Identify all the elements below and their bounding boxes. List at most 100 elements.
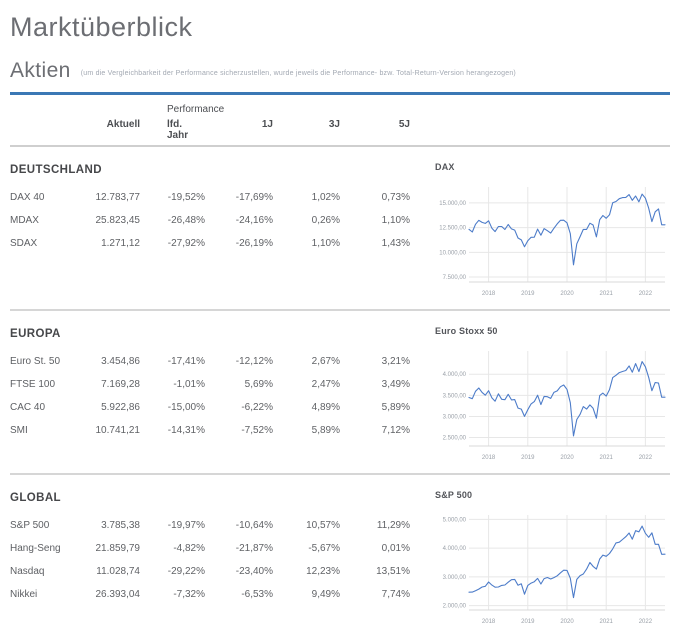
table-row: FTSE 100 7.169,28 -1,01% 5,69% 2,47% 3,49% <box>10 373 410 396</box>
table-cell: -17,41% <box>167 356 205 367</box>
column-header-row: Aktuell lfd. Jahr 1J 3J 5J <box>10 119 670 141</box>
table-cell: 12.783,77 <box>95 192 141 203</box>
table-cell: 12,23% <box>306 566 340 577</box>
table-cell: 0,73% <box>381 192 410 203</box>
table-cell: -12,12% <box>235 356 273 367</box>
table-cell: 11,29% <box>376 520 410 531</box>
row-label: SMI <box>10 425 28 436</box>
svg-text:3.500,00: 3.500,00 <box>443 393 467 399</box>
chart-title: S&P 500 <box>435 490 473 500</box>
table-header: Performance Aktuell lfd. Jahr 1J 3J 5J <box>10 95 670 147</box>
column-header-aktuell: Aktuell <box>106 119 140 130</box>
svg-text:7.500,00: 7.500,00 <box>443 275 467 281</box>
svg-text:2022: 2022 <box>639 619 653 625</box>
svg-text:5.000,00: 5.000,00 <box>443 517 467 523</box>
row-label: FTSE 100 <box>10 379 56 390</box>
svg-text:2021: 2021 <box>600 455 614 461</box>
table-cell: -17,69% <box>235 192 273 203</box>
table-cell: -14,31% <box>167 425 205 436</box>
svg-text:10.000,00: 10.000,00 <box>439 250 466 256</box>
table-cell: -5,67% <box>308 543 340 554</box>
table-section-heading: GLOBAL <box>10 492 61 504</box>
dax-chart-canvas: 7.500,00 10.000,00 12.500,00 15.000,00 2018 2… <box>439 187 666 297</box>
table-cell: -27,92% <box>167 238 205 249</box>
table-cell: 1,10% <box>381 215 410 226</box>
section-title: Aktien <box>10 59 71 82</box>
table-cell: 26.393,04 <box>95 589 141 600</box>
svg-text:4.000,00: 4.000,00 <box>443 546 467 552</box>
table-row: Nasdaq 11.028,74 -29,22% -23,40% 12,23% 13,51… <box>10 560 410 583</box>
table-cell: 3.454,86 <box>101 356 140 367</box>
table-cell: -26,48% <box>167 215 205 226</box>
table-cell: -1,01% <box>173 379 205 390</box>
section-note: (um die Vergleichbarkeit der Performance… <box>80 70 516 77</box>
table-cell: 25.823,45 <box>95 215 141 226</box>
chart-block-euro-stoxx: Euro Stoxx 50 2.500,00 3.000,00 3.500,00 4.… <box>435 323 670 465</box>
table-cell: -15,00% <box>167 402 205 413</box>
accent-rule <box>10 92 670 95</box>
table-cell: 7.169,28 <box>101 379 140 390</box>
table-section-global: GLOBAL S&P 500 3.785,38 -19,97% -10,64% 10,5… <box>10 487 410 606</box>
table-row: Nikkei 26.393,04 -7,32% -6,53% 9,49% 7,74% <box>10 583 410 606</box>
table-section-deutschland: DEUTSCHLAND DAX 40 12.783,77 -19,52% -17,69… <box>10 159 410 255</box>
table-cell: 2,67% <box>311 356 340 367</box>
row-label: Hang-Seng <box>10 543 61 554</box>
svg-text:2020: 2020 <box>560 455 574 461</box>
table-cell: 10,57% <box>306 520 340 531</box>
table-cell: 7,12% <box>381 425 410 436</box>
table-row: DAX 40 12.783,77 -19,52% -17,69% 1,02% 0,73% <box>10 186 410 209</box>
table-cell: 0,01% <box>381 543 410 554</box>
table-row: SMI 10.741,21 -14,31% -7,52% 5,89% 7,12% <box>10 419 410 442</box>
svg-text:2020: 2020 <box>560 291 574 297</box>
column-header-lfd-jahr: lfd. Jahr <box>167 119 189 141</box>
market-band-deutschland: DEUTSCHLAND DAX 40 12.783,77 -19,52% -17,69… <box>10 147 670 311</box>
market-band-europa: EUROPA Euro St. 50 3.454,86 -17,41% -12,12%… <box>10 311 670 475</box>
svg-text:2019: 2019 <box>521 619 535 625</box>
table-cell: -10,64% <box>235 520 273 531</box>
svg-text:2018: 2018 <box>482 455 496 461</box>
svg-text:2.000,00: 2.000,00 <box>443 604 467 610</box>
svg-text:2.500,00: 2.500,00 <box>443 436 467 442</box>
section-header: Aktien (um die Vergleichbarkeit der Perf… <box>10 59 670 83</box>
page-title: Marktüberblick <box>10 12 193 42</box>
table-cell: 5,69% <box>244 379 273 390</box>
table-cell: 5,89% <box>311 425 340 436</box>
table-row: Hang-Seng 21.859,79 -4,82% -21,87% -5,67% 0,0… <box>10 537 410 560</box>
sp500-chart-canvas: 2.000,00 3.000,00 4.000,00 5.000,00 2018 2019… <box>443 515 666 625</box>
table-cell: 11.028,74 <box>96 566 140 577</box>
table-cell: 1,02% <box>311 192 340 203</box>
table-row: CAC 40 5.922,86 -15,00% -6,22% 4,89% 5,89% <box>10 396 410 419</box>
section-rows: Euro St. 50 3.454,86 -17,41% -12,12% 2,67% 3,… <box>10 350 410 442</box>
table-cell: -7,32% <box>173 589 205 600</box>
svg-text:2021: 2021 <box>600 619 614 625</box>
table-cell: 0,26% <box>311 215 340 226</box>
svg-text:2019: 2019 <box>521 455 535 461</box>
svg-text:2018: 2018 <box>482 619 496 625</box>
row-label: Euro St. 50 <box>10 356 61 367</box>
euro-stoxx-chart-canvas: 2.500,00 3.000,00 3.500,00 4.000,00 2018 2019… <box>443 351 666 461</box>
table-cell: 10.741,21 <box>95 425 141 436</box>
table-row: Euro St. 50 3.454,86 -17,41% -12,12% 2,67% 3,… <box>10 350 410 373</box>
column-header-3j: 3J <box>328 119 340 130</box>
chart-block-dax: DAX 7.500,00 10.000,00 12.500,00 15.000,00 2… <box>435 159 670 301</box>
table-cell: 13,51% <box>376 566 410 577</box>
performance-group-row: Performance <box>10 104 670 119</box>
svg-text:2020: 2020 <box>560 619 574 625</box>
performance-group-label: Performance <box>167 104 225 115</box>
table-row: MDAX 25.823,45 -26,48% -24,16% 0,26% 1,10% <box>10 209 410 232</box>
market-band-global: GLOBAL S&P 500 3.785,38 -19,97% -10,64% 10,5… <box>10 475 670 637</box>
chart-block-sp500: S&P 500 2.000,00 3.000,00 4.000,00 5.000,00… <box>435 487 670 629</box>
row-label: DAX 40 <box>10 192 45 203</box>
table-cell: -4,82% <box>173 543 205 554</box>
svg-text:2021: 2021 <box>600 291 614 297</box>
table-cell: -26,19% <box>235 238 273 249</box>
table-cell: -6,53% <box>241 589 273 600</box>
table-cell: 1,43% <box>381 238 410 249</box>
table-cell: 1.271,12 <box>101 238 140 249</box>
table-cell: -23,40% <box>235 566 273 577</box>
svg-text:15.000,00: 15.000,00 <box>439 201 466 207</box>
chart-title: DAX <box>435 162 455 172</box>
table-section-heading: DEUTSCHLAND <box>10 164 102 176</box>
table-cell: -19,97% <box>167 520 205 531</box>
